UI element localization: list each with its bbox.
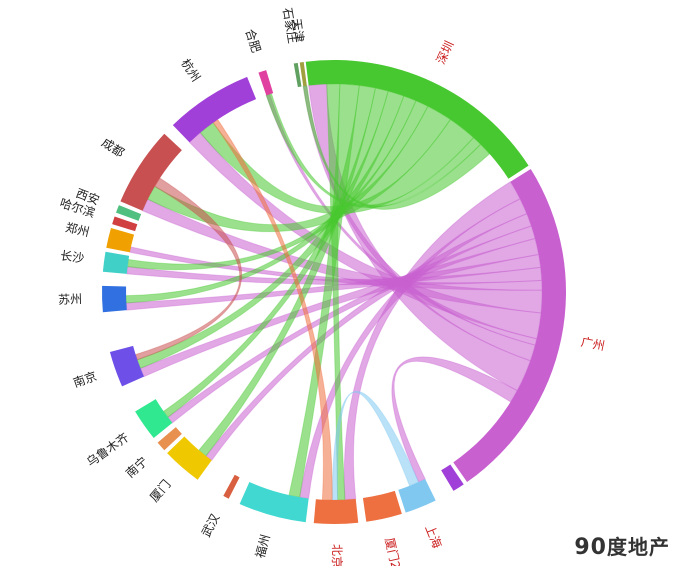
chord-arc-郑州 (106, 228, 135, 253)
chord-arc-苏州 (101, 285, 127, 313)
chord-label-厦门: 厦门 (147, 477, 174, 505)
chord-ribbon-广州-深圳 (308, 83, 531, 392)
chord-label-合肥: 合肥 (243, 27, 265, 54)
chord-arcs (101, 60, 566, 524)
chord-label-苏州: 苏州 (58, 292, 82, 307)
chord-arc-杭州2 (441, 464, 464, 491)
chord-label-石家庄: 石家庄 (280, 7, 301, 45)
chord-arc-石家庄 (293, 62, 302, 88)
chord-label-成都: 成都 (99, 135, 127, 160)
chord-ribbon-深圳-天津 (302, 85, 491, 210)
chord-label-长沙: 长沙 (59, 249, 85, 266)
chord-arc-合肥 (258, 70, 274, 96)
watermark-number: 90 (574, 535, 607, 560)
chord-label-福州: 福州 (252, 533, 273, 560)
chord-label-广州: 广州 (580, 335, 606, 354)
chord-arc-北京 (313, 498, 359, 524)
chord-arc-上海 (398, 478, 436, 513)
chord-arc-长沙 (102, 251, 130, 274)
chord-arc-南宁 (157, 427, 182, 451)
chord-label-乌鲁木齐: 乌鲁木齐 (83, 430, 131, 470)
chord-arc-西安 (115, 205, 142, 221)
chord-label-厦门2: 厦门2 (382, 536, 403, 566)
chord-label-北京: 北京 (330, 544, 344, 566)
chord-arc-厦门2 (362, 490, 402, 522)
chord-arc-成都 (120, 133, 182, 211)
chord-arc-南京 (109, 345, 144, 387)
chord-arc-福州 (239, 482, 309, 523)
chord-label-郑州: 郑州 (64, 219, 91, 239)
chord-ribbon-广州-上海 (391, 356, 518, 483)
chord-label-天津: 天津 (289, 18, 306, 44)
chord-arc-天津 (299, 61, 307, 87)
chord-label-上海: 上海 (422, 522, 445, 550)
chord-arc-厦门 (167, 436, 212, 480)
chord-label-武汉: 武汉 (199, 512, 223, 540)
chord-label-杭州: 杭州 (178, 56, 204, 84)
chord-label-深圳: 深圳 (434, 39, 457, 67)
chord-ribbon-上海-北京 (331, 391, 420, 501)
chord-arc-武汉 (223, 474, 240, 499)
chord-arc-深圳 (305, 60, 529, 179)
chord-ribbons (125, 83, 543, 501)
chord-arc-广州 (453, 169, 566, 483)
chord-label-南宁: 南宁 (122, 453, 150, 480)
chord-arc-乌鲁木齐 (135, 399, 173, 439)
chord-label-南京: 南京 (71, 368, 99, 390)
chord-arc-哈尔滨 (112, 216, 138, 232)
chord-arc-杭州 (172, 76, 257, 143)
watermark-text: 度地产 (607, 535, 670, 559)
brand-watermark: 90度地产 (574, 531, 670, 560)
